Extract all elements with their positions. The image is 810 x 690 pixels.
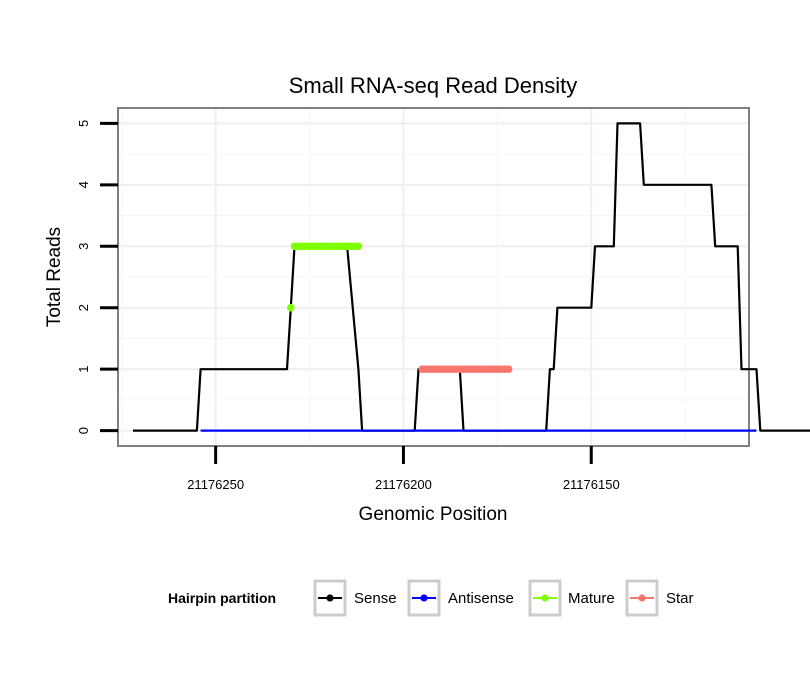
legend-item-sense: Sense [313,579,397,617]
axes: 0 1 2 3 4 5 21176250 21176200 21176150 [76,120,620,492]
legend: Hairpin partition Sense Antisense Mature St… [168,579,694,617]
grid [118,108,749,446]
x-tick-label: 21176150 [563,477,620,492]
legend-key-point [326,594,334,602]
legend-label: Sense [354,590,397,607]
y-tick-label: 3 [76,243,91,250]
point-star [504,365,513,373]
y-tick-label: 4 [76,181,91,188]
legend-item-star: Star [625,579,694,617]
y-tick-label: 1 [76,366,91,373]
y-tick-label: 0 [76,427,91,434]
y-tick-label: 5 [76,120,91,127]
legend-label: Mature [568,590,615,607]
legend-key-point [420,594,428,602]
legend-key-point [638,594,646,602]
legend-item-antisense: Antisense [407,579,514,617]
x-tick-label: 21176250 [187,477,244,492]
legend-label: Antisense [448,590,514,607]
y-tick-label: 2 [76,304,91,311]
y-axis-title: Total Reads [44,227,65,327]
point-mature [286,303,295,312]
chart-title: Small RNA-seq Read Density [289,73,578,98]
point-mature [354,242,363,251]
x-axis-title: Genomic Position [359,504,508,525]
legend-item-mature: Mature [528,579,615,617]
legend-title: Hairpin partition [168,590,276,606]
x-tick-label: 21176200 [375,477,432,492]
series-layer [133,122,810,432]
legend-label: Star [666,590,694,607]
legend-key-point [541,594,549,602]
plot-panel [117,107,750,447]
